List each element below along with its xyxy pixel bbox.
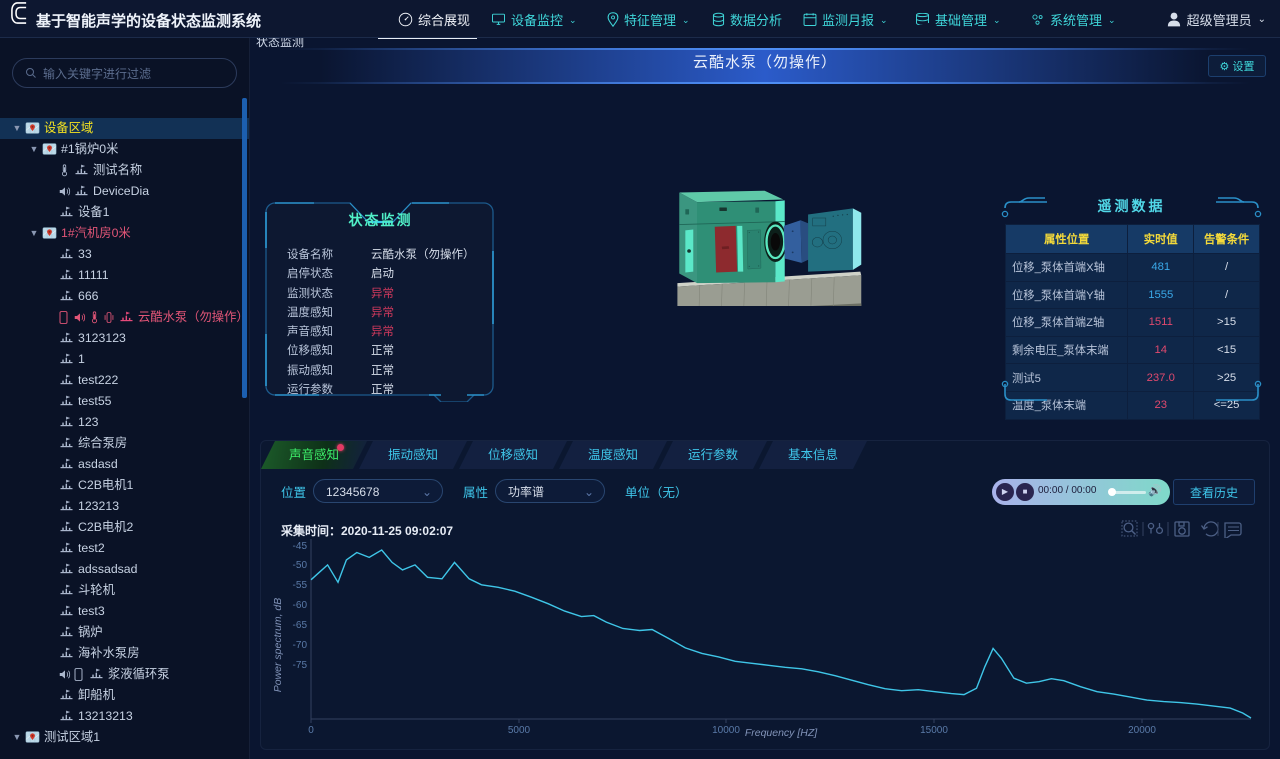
- svg-text:-60: -60: [293, 600, 308, 611]
- svg-text:-75: -75: [293, 660, 308, 671]
- svg-text:5000: 5000: [508, 725, 531, 736]
- svg-text:20000: 20000: [1128, 725, 1156, 736]
- svg-text:-45: -45: [293, 541, 308, 552]
- svg-text:-65: -65: [293, 620, 308, 631]
- svg-text:0: 0: [308, 725, 314, 736]
- svg-text:Frequency [HZ]: Frequency [HZ]: [745, 727, 818, 739]
- svg-text:-70: -70: [293, 640, 308, 651]
- svg-text:Power spectrum, dB: Power spectrum, dB: [272, 598, 284, 693]
- svg-text:-55: -55: [293, 580, 308, 591]
- svg-text:10000: 10000: [712, 725, 740, 736]
- svg-text:-50: -50: [293, 560, 308, 571]
- svg-text:15000: 15000: [920, 725, 948, 736]
